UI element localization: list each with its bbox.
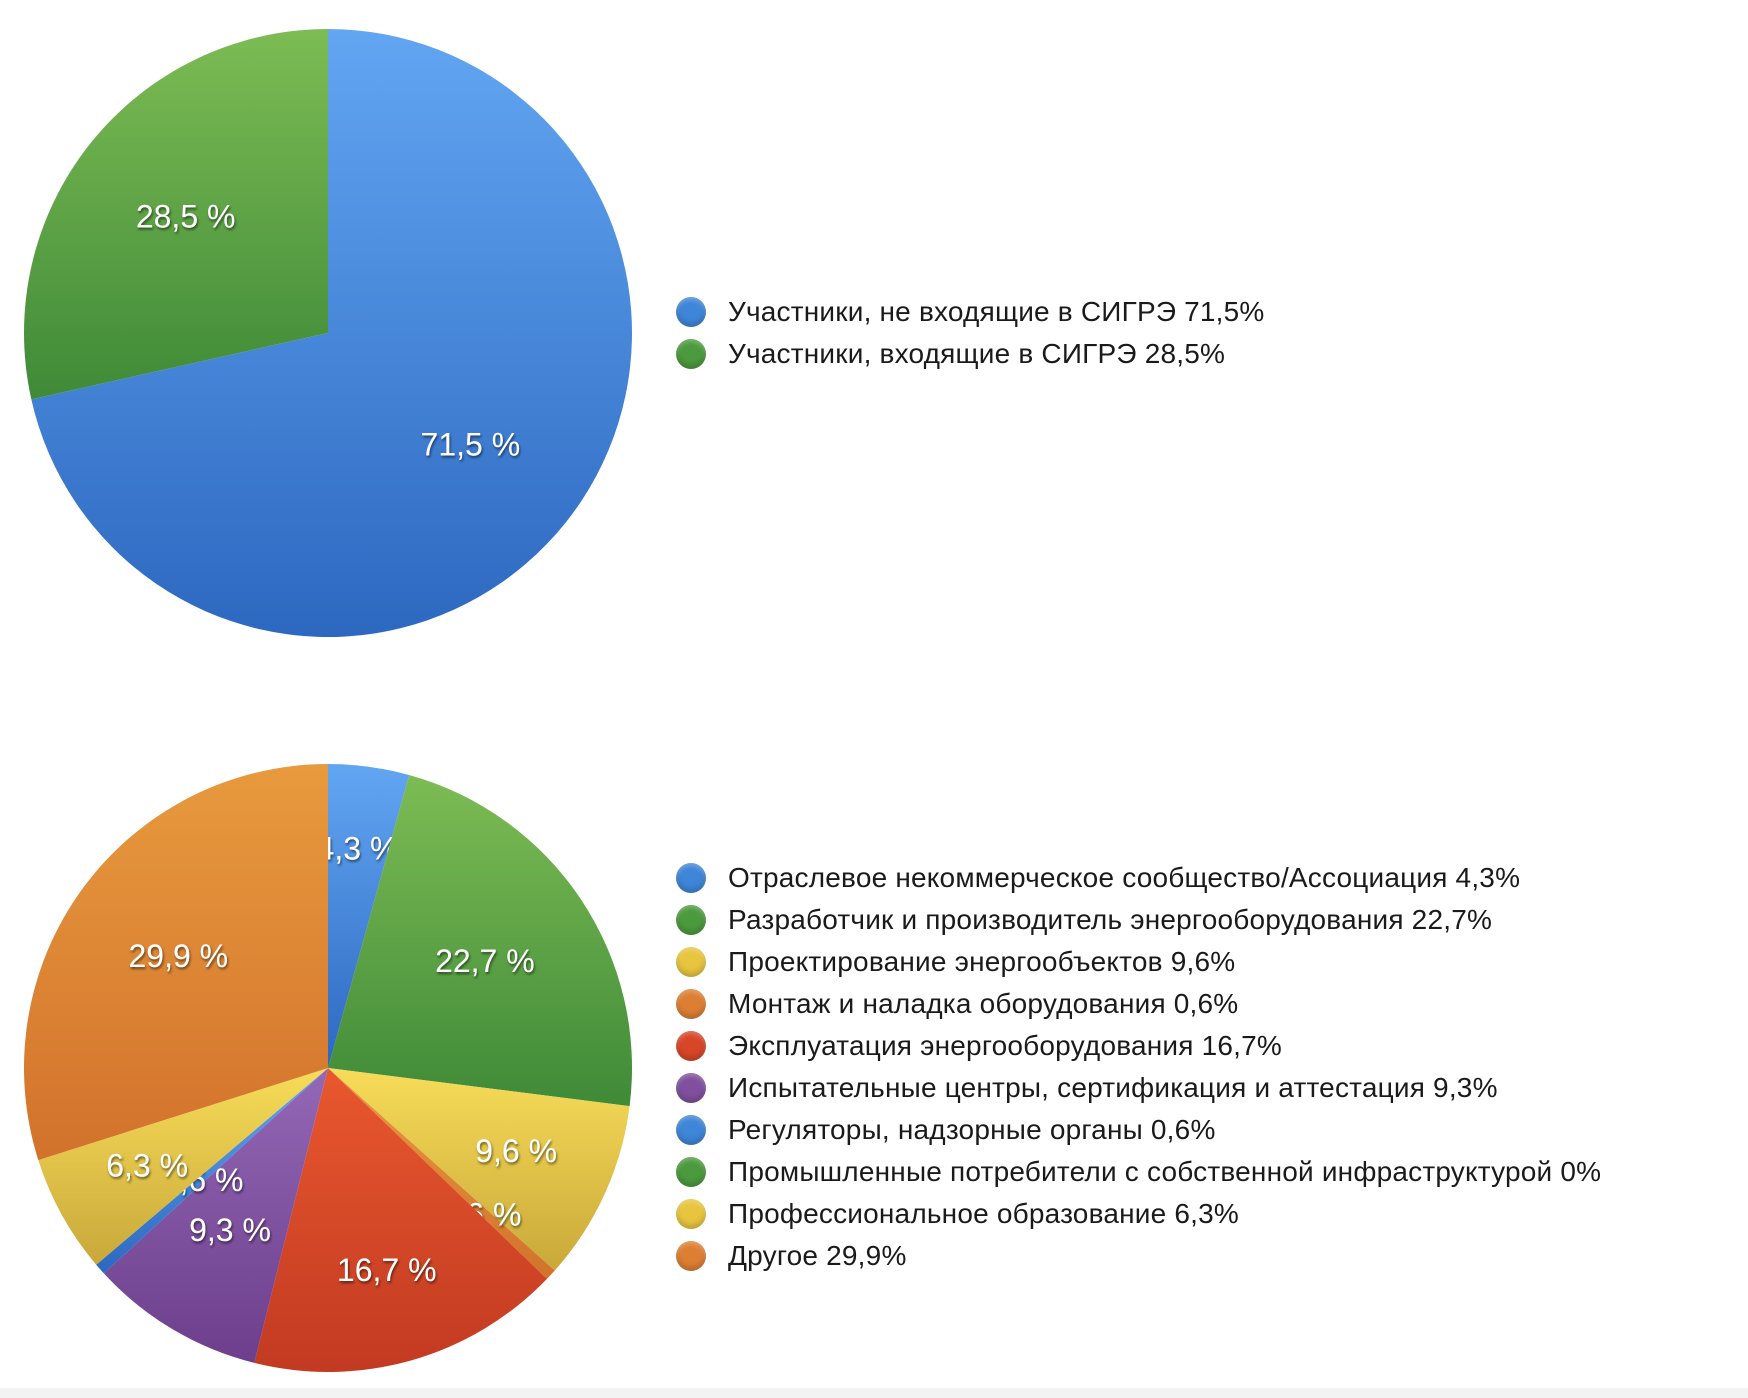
- legend-label: Участники, входящие в СИГРЭ 28,5%: [728, 338, 1226, 369]
- legend-item: Другое 29,9%: [676, 1235, 1601, 1277]
- legend-marker-icon: [676, 1031, 706, 1061]
- legend-label: Эксплуатация энергооборудования 16,7%: [728, 1030, 1282, 1061]
- legend-label: Промышленные потребители с собственной и…: [728, 1156, 1602, 1187]
- pie-data-label: 29,9 %: [129, 938, 229, 974]
- pie-chart-participant-categories: 4,3 %22,7 %9,6 %0,6 %16,7 %9,3 %0,6 %6,3…: [23, 764, 632, 1372]
- legend-item: Участники, входящие в СИГРЭ 28,5%: [676, 333, 1265, 375]
- legend-marker-icon: [676, 1115, 706, 1145]
- pie-data-label: 16,7 %: [337, 1252, 437, 1288]
- pie-slice: [328, 764, 410, 1068]
- pie-data-label: 28,5 %: [136, 198, 236, 234]
- legend-label: Монтаж и наладка оборудования 0,6%: [728, 988, 1239, 1019]
- pie-data-label: 71,5 %: [421, 426, 521, 462]
- pie-data-label: 9,6 %: [475, 1133, 557, 1169]
- legend-marker-icon: [676, 989, 706, 1019]
- legend-label: Регуляторы, надзорные органы 0,6%: [728, 1114, 1216, 1145]
- pie-slice: [328, 1068, 555, 1279]
- legend-marker-icon: [676, 863, 706, 893]
- legend-marker-icon: [676, 1157, 706, 1187]
- pie-data-label: 22,7 %: [435, 943, 535, 979]
- pie-slice: [38, 1068, 328, 1265]
- legend-marker-icon: [676, 339, 706, 369]
- legend-item: Эксплуатация энергооборудования 16,7%: [676, 1025, 1601, 1067]
- legend-marker-icon: [676, 1073, 706, 1103]
- legend-label: Разработчик и производитель энергооборуд…: [728, 904, 1493, 935]
- page-bottom-edge: [0, 1388, 1748, 1398]
- legend-marker-icon: [676, 1241, 706, 1271]
- pie-slice: [328, 1068, 630, 1271]
- legend-label: Испытательные центры, сертификация и атт…: [728, 1072, 1498, 1103]
- pie-data-label: 9,3 %: [189, 1212, 271, 1248]
- legend-marker-icon: [676, 297, 706, 327]
- legend-label: Другое 29,9%: [728, 1240, 907, 1271]
- pie-slice: [254, 1068, 547, 1372]
- legend-sigre-membership: Участники, не входящие в СИГРЭ 71,5% Уча…: [676, 291, 1265, 375]
- pie-slice: [328, 775, 632, 1107]
- pie-slice: [31, 29, 633, 637]
- pie-slice: [23, 29, 328, 400]
- legend-item: Промышленные потребители с собственной и…: [676, 1151, 1601, 1193]
- legend-marker-icon: [676, 905, 706, 935]
- legend-item: Проектирование энергообъектов 9,6%: [676, 941, 1601, 983]
- legend-item: Участники, не входящие в СИГРЭ 71,5%: [676, 291, 1265, 333]
- pie-data-label: 4,3 %: [317, 831, 399, 867]
- legend-item: Отраслевое некоммерческое сообщество/Асс…: [676, 857, 1601, 899]
- pie-slice: [23, 764, 329, 1161]
- legend-label: Отраслевое некоммерческое сообщество/Асс…: [728, 862, 1521, 893]
- pie-slice: [103, 1068, 328, 1363]
- legend-item: Монтаж и наладка оборудования 0,6%: [676, 983, 1601, 1025]
- pie-slice: [96, 1068, 329, 1274]
- legend-item: Испытательные центры, сертификация и атт…: [676, 1067, 1601, 1109]
- legend-item: Профессиональное образование 6,3%: [676, 1193, 1601, 1235]
- legend-marker-icon: [676, 947, 706, 977]
- legend-participant-categories: Отраслевое некоммерческое сообщество/Асс…: [676, 857, 1601, 1277]
- pie-data-label: 6,3 %: [106, 1148, 188, 1184]
- legend-item: Разработчик и производитель энергооборуд…: [676, 899, 1601, 941]
- pie-chart-sigre-membership: 71,5 % 28,5 %: [23, 29, 633, 637]
- legend-item: Регуляторы, надзорные органы 0,6%: [676, 1109, 1601, 1151]
- legend-label: Проектирование энергообъектов 9,6%: [728, 946, 1236, 977]
- legend-label: Профессиональное образование 6,3%: [728, 1198, 1239, 1229]
- legend-marker-icon: [676, 1199, 706, 1229]
- legend-label: Участники, не входящие в СИГРЭ 71,5%: [728, 296, 1265, 327]
